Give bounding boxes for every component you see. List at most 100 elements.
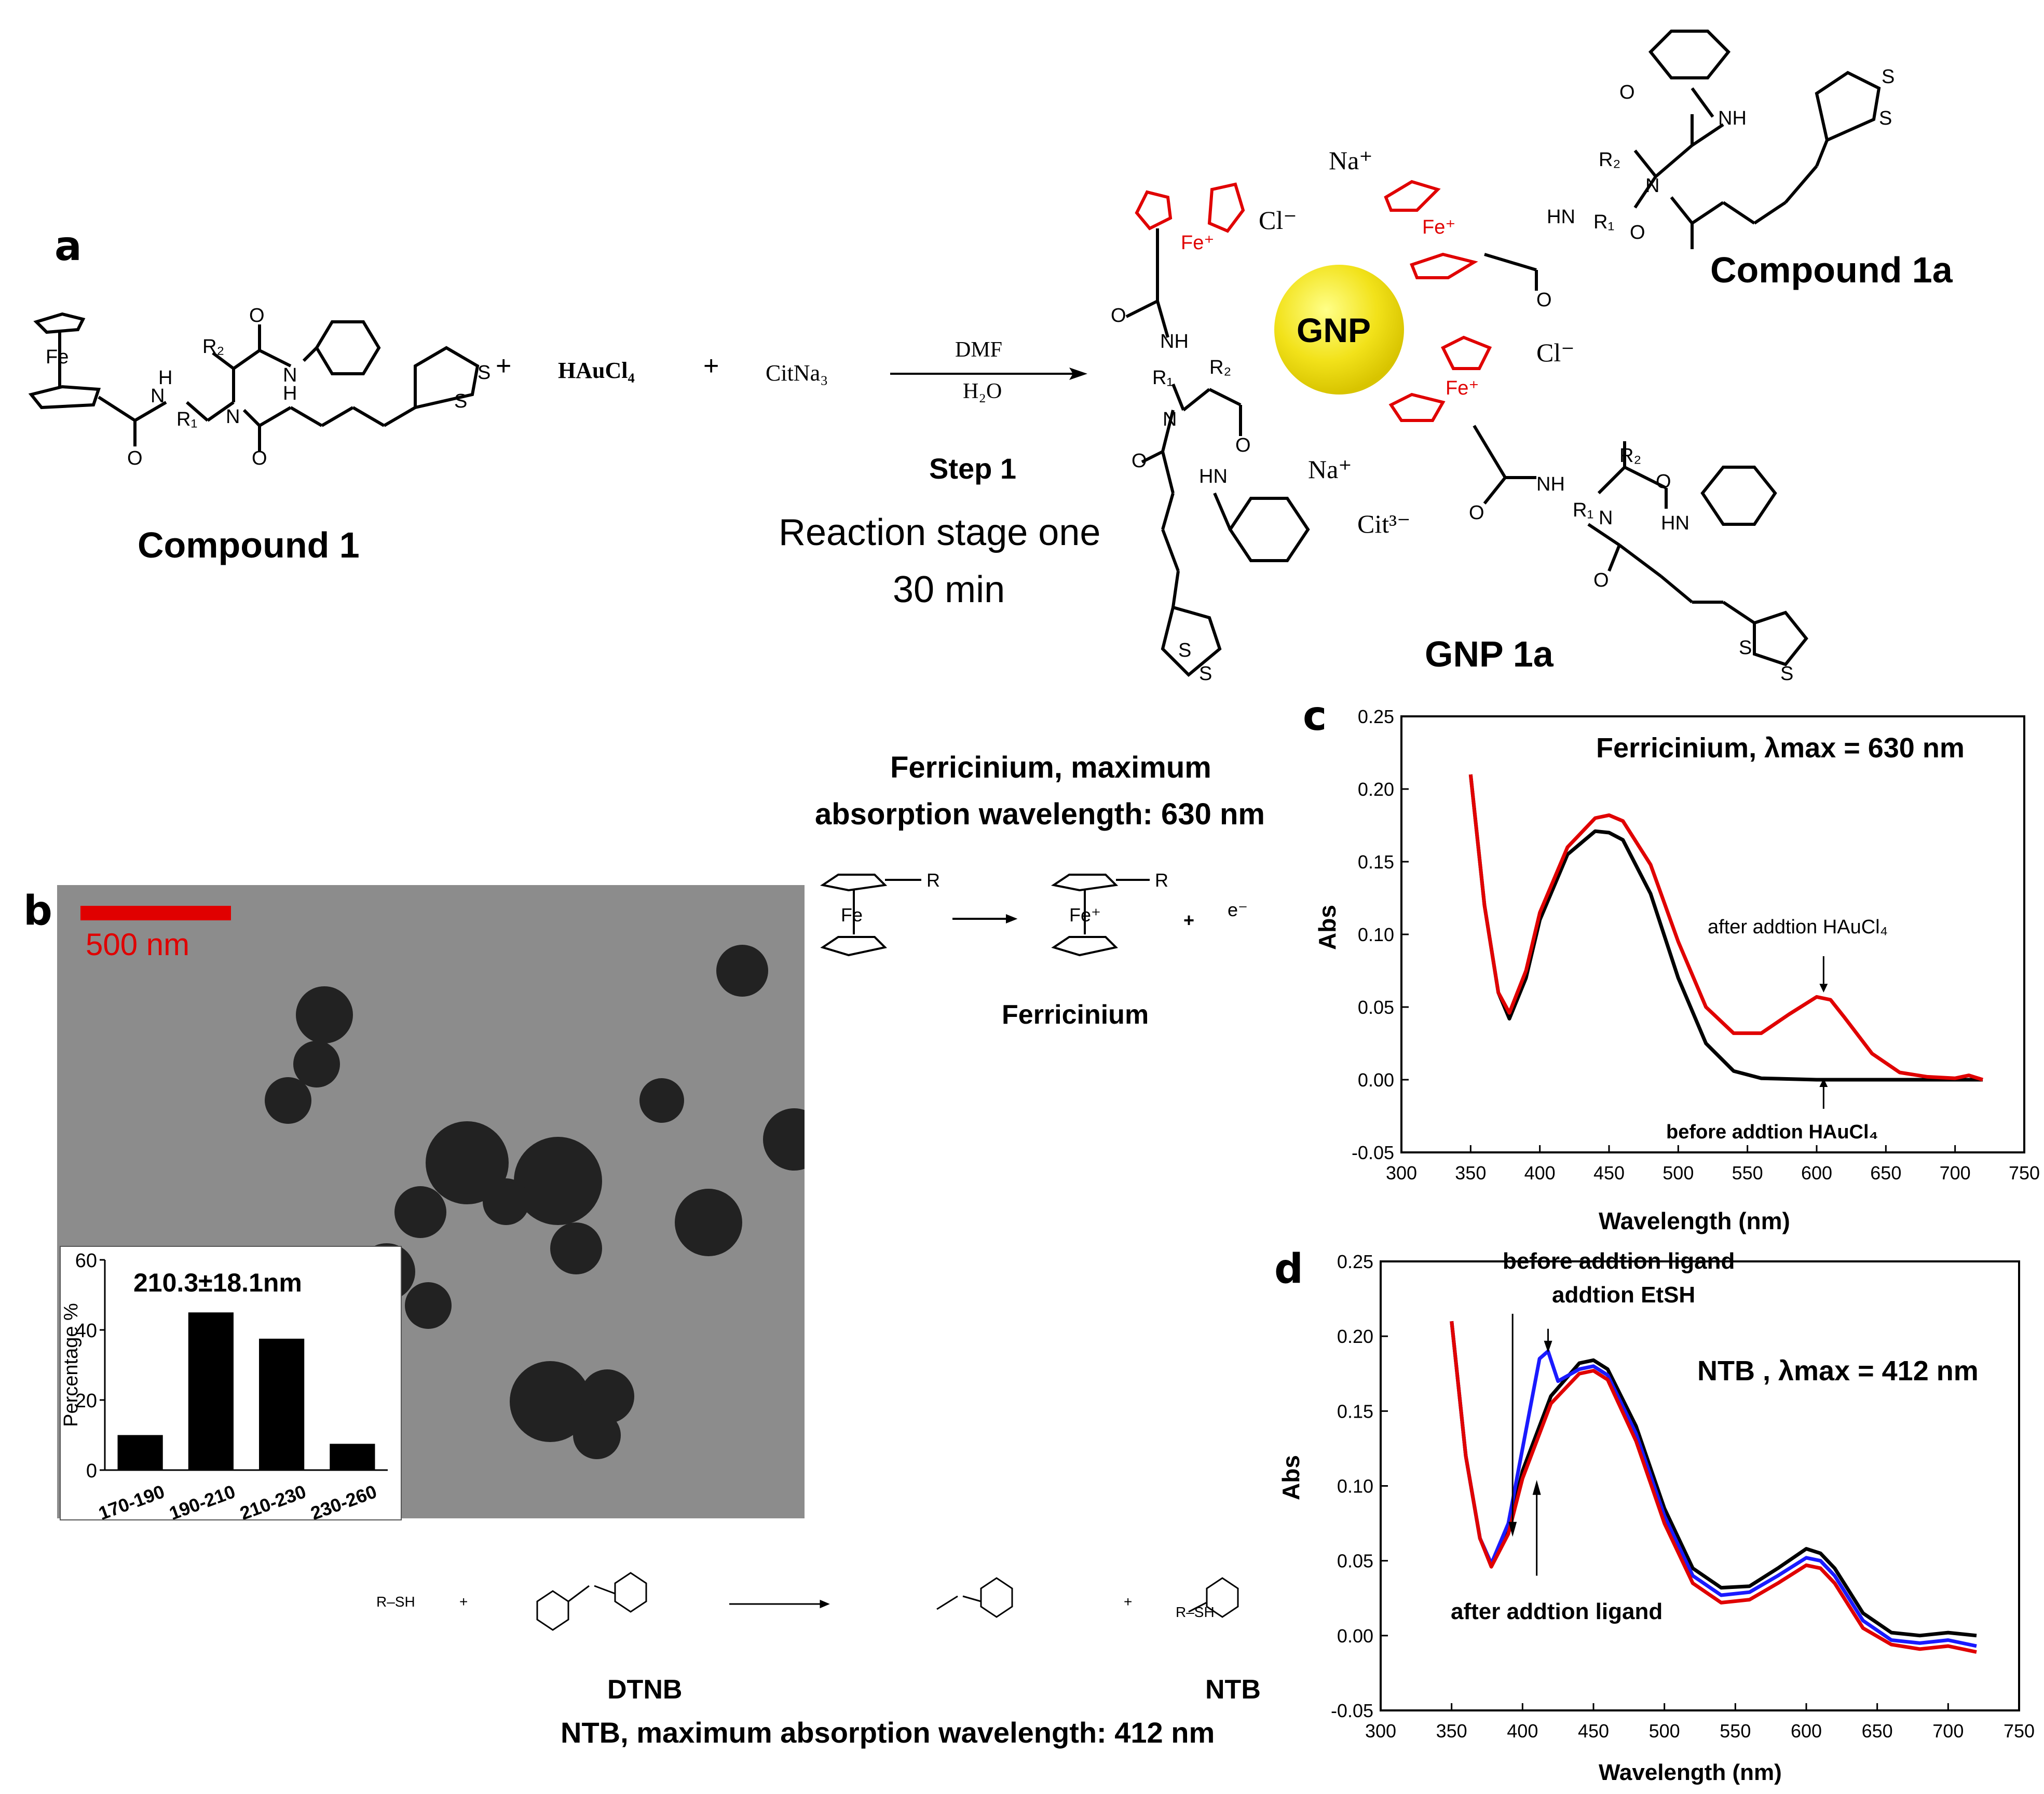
svg-text:NH: NH <box>1536 473 1565 495</box>
x-tick-label: 550 <box>1720 1720 1751 1742</box>
svg-text:N: N <box>151 385 165 407</box>
y-tick-label: 0.25 <box>1358 706 1394 727</box>
x-tick-label: 300 <box>1386 1162 1417 1184</box>
y-tick-label: 0.00 <box>1358 1069 1394 1091</box>
gnp-core <box>1274 265 1404 395</box>
gnp-1a-structure: Fe⁺ Fe⁺ Fe⁺ <box>1111 30 1895 685</box>
plus-sign-2: + <box>703 351 719 381</box>
svg-text:R₁: R₁ <box>1152 367 1173 389</box>
chart-d-etsh-label: addtion EtSH <box>1552 1282 1696 1308</box>
y-tick-label: 0.10 <box>1337 1476 1373 1497</box>
hist-x-tick-label: 230-260 <box>308 1480 379 1519</box>
reagent-haucl4: HAuCl₄ <box>558 358 635 383</box>
svg-text:NH: NH <box>1160 331 1189 352</box>
ferricinium-title-line-1: Ferricinium, maximum <box>890 751 1211 784</box>
x-tick-label: 650 <box>1862 1720 1893 1742</box>
arrowhead-after-ligand <box>1532 1479 1541 1495</box>
hist-x-tick-label: 210-230 <box>237 1480 309 1519</box>
x-tick-label: 700 <box>1932 1720 1964 1742</box>
chart-c-after-label: after addtion HAuCl₄ <box>1708 916 1888 938</box>
arrowhead-before <box>1819 1078 1828 1087</box>
svg-text:O: O <box>1619 81 1635 103</box>
svg-text:R: R <box>926 869 940 891</box>
hist-y-tick-label: 40 <box>75 1320 97 1342</box>
x-tick-label: 600 <box>1791 1720 1822 1742</box>
y-tick-label: 0.20 <box>1337 1326 1373 1347</box>
svg-text:O: O <box>1656 471 1671 493</box>
compound-1-label: Compound 1 <box>138 525 360 565</box>
y-tick-label: -0.05 <box>1331 1700 1373 1721</box>
svg-text:H: H <box>158 367 172 389</box>
y-tick-label: 0.05 <box>1337 1551 1373 1572</box>
hist-y-tick-label: 20 <box>75 1390 97 1412</box>
ferrocene-oxidation-scheme: R Fe R Fe⁺ + e⁻ <box>820 869 1248 957</box>
svg-text:S: S <box>1739 637 1752 659</box>
scale-bar-label: 500 nm <box>86 927 190 962</box>
svg-text:R–SH: R–SH <box>376 1594 415 1610</box>
svg-text:HN: HN <box>1199 466 1228 487</box>
ion-cit: Cit³⁻ <box>1357 509 1411 538</box>
y-tick-label: 0.20 <box>1358 779 1394 800</box>
svg-text:R₁: R₁ <box>176 409 197 430</box>
hist-bar <box>259 1338 305 1470</box>
svg-text:S: S <box>1879 107 1892 129</box>
svg-text:HN: HN <box>1547 206 1575 228</box>
svg-text:+: + <box>459 1594 468 1610</box>
y-tick-label: 0.25 <box>1337 1251 1373 1272</box>
gnp-1a-label: GNP 1a <box>1425 634 1554 674</box>
gnp-core-label: GNP <box>1297 311 1371 349</box>
svg-text:O: O <box>127 447 143 467</box>
svg-text:N: N <box>226 406 240 428</box>
x-tick-label: 350 <box>1455 1162 1486 1184</box>
chart-c-annotation: Ferricinium, λmax = 630 nm <box>1596 732 1965 764</box>
compound-1a-label: Compound 1a <box>1710 250 1953 290</box>
svg-text:R₂: R₂ <box>1619 445 1641 467</box>
ion-na-mid: Na⁺ <box>1308 455 1352 484</box>
x-tick-label: 750 <box>2004 1720 2035 1742</box>
svg-text:O: O <box>1469 502 1484 524</box>
svg-text:N: N <box>283 364 297 386</box>
chart-c-xlabel: Wavelength (nm) <box>1599 1207 1790 1234</box>
y-tick-label: 0.15 <box>1337 1401 1373 1422</box>
y-tick-label: 0.05 <box>1358 997 1394 1018</box>
y-tick-label: 0.00 <box>1337 1625 1373 1647</box>
ion-na-top: Na⁺ <box>1329 146 1373 175</box>
arrowhead-after <box>1819 984 1828 993</box>
svg-text:R₂: R₂ <box>202 336 224 358</box>
svg-text:S: S <box>454 390 467 412</box>
x-tick-label: 350 <box>1436 1720 1467 1742</box>
chart-d-xlabel: Wavelength (nm) <box>1599 1760 1782 1785</box>
svg-text:Fe: Fe <box>841 904 863 926</box>
y-tick-label: 0.10 <box>1358 924 1394 945</box>
x-tick-label: 450 <box>1593 1162 1625 1184</box>
chart-c-before-label: before addtion HAuCl₄ <box>1666 1121 1878 1143</box>
arrowhead-before-ligand <box>1508 1521 1517 1537</box>
histogram-title: 210.3±18.1nm <box>133 1268 302 1297</box>
svg-text:R–SH: R–SH <box>1176 1604 1215 1620</box>
x-tick-label: 300 <box>1365 1720 1396 1742</box>
x-tick-label: 450 <box>1578 1720 1609 1742</box>
plus-sign-1: + <box>496 351 512 381</box>
panel-a-letter: a <box>54 223 82 270</box>
ferricinium-label: Ferricinium <box>1002 1000 1149 1030</box>
ferricinium-title-line-2: absorption wavelength: 630 nm <box>815 797 1265 831</box>
x-tick-label: 650 <box>1870 1162 1901 1184</box>
x-tick-label: 700 <box>1940 1162 1971 1184</box>
svg-text:H: H <box>283 383 297 404</box>
chart-d-before-ligand-label: before addtion ligand <box>1503 1248 1735 1274</box>
uv-chart-c: 300 350 400 450 500 550 600 650 700 750 -0.05 0.00 0… <box>1352 706 2040 1184</box>
svg-text:R₁: R₁ <box>1593 211 1614 233</box>
ion-cl-right: Cl⁻ <box>1536 338 1575 367</box>
svg-text:O: O <box>252 447 267 467</box>
x-tick-label: 550 <box>1732 1162 1763 1184</box>
x-tick-label: 500 <box>1663 1162 1694 1184</box>
series-line-0 <box>1468 774 1983 1082</box>
scale-bar <box>80 906 231 920</box>
hist-x-tick-label: 170-190 <box>96 1480 167 1519</box>
hist-bar <box>330 1444 375 1470</box>
hist-y-label: Percentage % <box>61 1303 82 1427</box>
svg-text:e⁻: e⁻ <box>1228 899 1248 920</box>
svg-text:S: S <box>1178 640 1191 661</box>
ntb-caption: NTB, maximum absorption wavelength: 412 … <box>561 1716 1215 1749</box>
svg-text:O: O <box>1132 450 1147 472</box>
